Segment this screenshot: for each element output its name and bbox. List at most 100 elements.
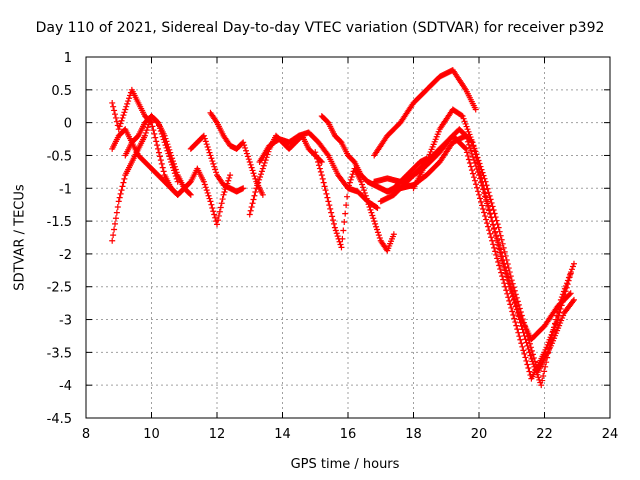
- data-point: [373, 223, 380, 230]
- data-point: [258, 168, 265, 175]
- data-point: [509, 308, 516, 315]
- data-point: [324, 151, 331, 158]
- data-point: [333, 230, 340, 237]
- data-point: [260, 162, 267, 169]
- data-point: [476, 191, 482, 198]
- y-tick-label: -2.5: [47, 281, 72, 296]
- data-point: [342, 210, 349, 217]
- data-point: [168, 152, 175, 159]
- data-point: [214, 217, 221, 224]
- data-point: [124, 100, 131, 107]
- data-point: [225, 177, 232, 184]
- data-point: [567, 269, 574, 276]
- data-point: [526, 368, 533, 375]
- data-point: [462, 132, 469, 139]
- data-point: [246, 211, 253, 218]
- data-point: [331, 224, 338, 231]
- data-point: [247, 207, 254, 214]
- data-point: [517, 336, 524, 343]
- data-point: [479, 202, 486, 209]
- data-point: [502, 264, 509, 271]
- data-point: [248, 204, 255, 211]
- data-point: [468, 136, 475, 143]
- data-point: [487, 230, 494, 237]
- data-point: [200, 178, 207, 185]
- data-point: [358, 178, 365, 185]
- series-track-6: [187, 132, 247, 195]
- data-point: [249, 200, 256, 207]
- data-point: [523, 357, 530, 364]
- y-tick-label: -1.5: [47, 215, 72, 230]
- data-point: [469, 153, 476, 160]
- data-point: [252, 189, 259, 196]
- x-tick-label: 24: [602, 427, 619, 442]
- data-point: [538, 382, 545, 389]
- data-point: [117, 120, 124, 127]
- data-point: [244, 153, 251, 160]
- data-point: [120, 112, 127, 119]
- data-point: [162, 135, 169, 142]
- x-tick-label: 16: [340, 427, 357, 442]
- data-point: [466, 144, 473, 151]
- data-point: [338, 244, 345, 251]
- data-point: [336, 238, 343, 245]
- chart-title: Day 110 of 2021, Sidereal Day-to-day VTE…: [35, 20, 605, 36]
- series-track-8: [256, 129, 381, 211]
- data-point: [328, 209, 335, 216]
- data-point: [390, 231, 397, 238]
- data-point: [339, 235, 346, 242]
- data-point: [540, 372, 547, 379]
- data-point: [485, 223, 492, 230]
- data-point: [214, 221, 220, 228]
- data-point: [317, 168, 324, 175]
- data-point: [465, 128, 472, 135]
- data-point: [521, 332, 528, 339]
- data-point: [112, 215, 119, 222]
- data-point: [249, 167, 256, 174]
- data-point: [227, 172, 234, 179]
- data-point: [313, 152, 320, 159]
- data-point: [171, 163, 178, 170]
- data-point: [121, 109, 128, 116]
- data-point: [471, 160, 478, 167]
- data-point: [172, 166, 179, 173]
- data-point: [368, 209, 375, 216]
- data-point: [167, 149, 174, 156]
- data-point: [152, 134, 159, 141]
- data-point: [466, 160, 473, 167]
- data-point: [253, 185, 260, 192]
- data-point: [531, 363, 538, 370]
- data-point: [317, 158, 324, 165]
- data-point: [345, 185, 351, 192]
- data-point: [511, 295, 518, 302]
- data-point: [359, 181, 366, 188]
- data-point: [125, 98, 132, 105]
- data-point: [564, 277, 571, 284]
- x-tick-label: 12: [209, 427, 226, 442]
- data-point: [461, 118, 468, 125]
- data-point: [552, 316, 559, 323]
- data-point: [141, 132, 148, 139]
- data-point: [469, 170, 476, 177]
- data-point: [477, 195, 484, 202]
- data-point: [522, 354, 529, 361]
- data-point: [511, 315, 518, 322]
- data-point: [499, 253, 506, 260]
- data-point: [484, 200, 491, 207]
- data-point: [202, 138, 209, 145]
- x-tick-label: 20: [471, 427, 488, 442]
- x-tick-label: 18: [405, 427, 422, 442]
- data-point: [570, 296, 577, 303]
- data-point: [243, 147, 250, 154]
- y-tick-label: -0.5: [47, 149, 72, 164]
- data-point: [550, 324, 557, 331]
- data-point: [524, 342, 531, 349]
- data-point: [515, 329, 522, 336]
- data-point: [334, 233, 341, 240]
- data-point: [209, 158, 216, 165]
- data-point: [490, 221, 497, 228]
- data-point: [206, 149, 213, 156]
- x-tick-label: 14: [274, 427, 291, 442]
- data-point: [534, 371, 541, 378]
- data-point: [462, 145, 469, 152]
